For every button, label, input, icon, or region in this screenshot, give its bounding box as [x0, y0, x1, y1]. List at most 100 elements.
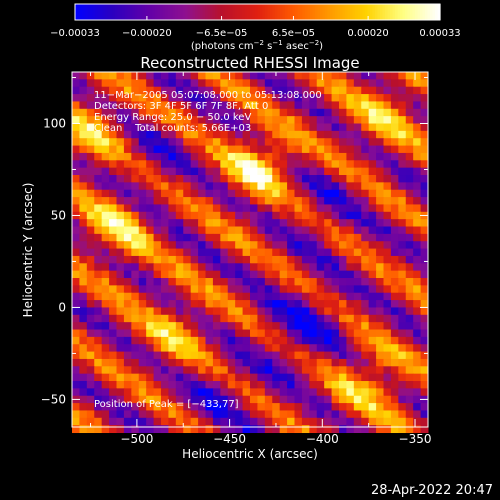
- image-pixel: [331, 351, 340, 360]
- image-pixel: [272, 189, 281, 198]
- image-pixel: [287, 417, 295, 426]
- image-pixel: [235, 211, 244, 220]
- image-pixel: [250, 255, 258, 264]
- image-pixel: [205, 108, 214, 117]
- image-pixel: [294, 101, 303, 110]
- image-pixel: [346, 263, 355, 272]
- image-pixel: [212, 417, 221, 426]
- image-pixel: [101, 403, 110, 411]
- image-pixel: [331, 292, 340, 301]
- image-pixel: [212, 307, 221, 316]
- colorbar-cell: [80, 4, 84, 20]
- image-pixel: [331, 248, 340, 257]
- image-pixel: [161, 86, 169, 95]
- image-pixel: [131, 101, 140, 110]
- image-pixel: [324, 270, 333, 279]
- image-pixel: [398, 329, 407, 338]
- image-pixel: [405, 263, 414, 272]
- image-pixel: [72, 79, 80, 88]
- image-pixel: [131, 79, 140, 88]
- image-pixel: [368, 101, 377, 110]
- image-pixel: [368, 108, 377, 117]
- image-pixel: [183, 116, 192, 125]
- image-pixel: [353, 72, 362, 80]
- image-pixel: [94, 388, 103, 397]
- image-pixel: [294, 395, 303, 404]
- image-pixel: [146, 417, 155, 426]
- image-pixel: [287, 211, 295, 220]
- image-pixel: [220, 116, 229, 125]
- image-pixel: [190, 241, 199, 250]
- image-pixel: [316, 344, 325, 353]
- image-pixel: [205, 366, 214, 375]
- image-pixel: [146, 329, 155, 338]
- image-pixel: [242, 79, 251, 88]
- image-pixel: [94, 101, 103, 110]
- colorbar-frame: [74, 3, 441, 21]
- image-pixel: [131, 403, 140, 411]
- image-pixel: [316, 79, 325, 88]
- image-pixel: [316, 197, 325, 205]
- colorbar-cell: [367, 4, 371, 20]
- image-pixel: [353, 285, 362, 294]
- colorbar-cell: [150, 4, 154, 20]
- image-pixel: [250, 72, 258, 80]
- image-pixel: [405, 248, 414, 257]
- image-pixel: [190, 292, 199, 301]
- image-pixel: [123, 417, 132, 426]
- image-pixel: [398, 79, 407, 88]
- image-pixel: [324, 329, 333, 338]
- image-pixel: [405, 72, 414, 80]
- image-pixel: [79, 395, 88, 404]
- image-pixel: [353, 130, 362, 139]
- image-pixel: [205, 351, 214, 360]
- image-pixel: [175, 351, 184, 360]
- image-pixel: [138, 108, 147, 117]
- image-pixel: [420, 226, 429, 235]
- image-pixel: [331, 322, 340, 331]
- image-pixel: [153, 130, 162, 139]
- image-pixel: [390, 160, 399, 169]
- image-pixel: [309, 204, 318, 213]
- image-pixel: [331, 417, 340, 426]
- image-pixel: [294, 160, 303, 169]
- image-pixel: [376, 300, 384, 308]
- image-pixel: [72, 278, 80, 286]
- image-pixel: [212, 314, 221, 323]
- image-pixel: [109, 175, 117, 183]
- image-pixel: [235, 410, 244, 419]
- image-pixel: [361, 123, 370, 132]
- image-pixel: [413, 204, 422, 213]
- image-pixel: [235, 86, 244, 95]
- image-pixel: [353, 314, 362, 323]
- image-pixel: [390, 241, 399, 250]
- image-pixel: [198, 138, 206, 147]
- image-pixel: [168, 101, 177, 110]
- image-pixel: [346, 94, 355, 102]
- image-pixel: [301, 138, 310, 147]
- image-pixel: [346, 425, 355, 434]
- image-pixel: [257, 425, 266, 434]
- image-pixel: [257, 358, 266, 367]
- image-pixel: [279, 417, 288, 426]
- image-pixel: [175, 86, 184, 95]
- image-pixel: [287, 101, 295, 110]
- image-pixel: [220, 322, 229, 331]
- image-pixel: [405, 255, 414, 264]
- image-pixel: [109, 285, 117, 294]
- image-pixel: [205, 79, 214, 88]
- image-pixel: [309, 344, 318, 353]
- image-pixel: [138, 101, 147, 110]
- colorbar-cell: [307, 4, 311, 20]
- image-pixel: [235, 388, 244, 397]
- image-pixel: [175, 241, 184, 250]
- image-pixel: [109, 189, 117, 198]
- image-pixel: [346, 255, 355, 264]
- image-pixel: [361, 211, 370, 220]
- image-pixel: [398, 300, 407, 308]
- image-pixel: [175, 219, 184, 228]
- image-pixel: [153, 233, 162, 242]
- image-pixel: [287, 322, 295, 331]
- image-pixel: [146, 263, 155, 272]
- image-pixel: [361, 314, 370, 323]
